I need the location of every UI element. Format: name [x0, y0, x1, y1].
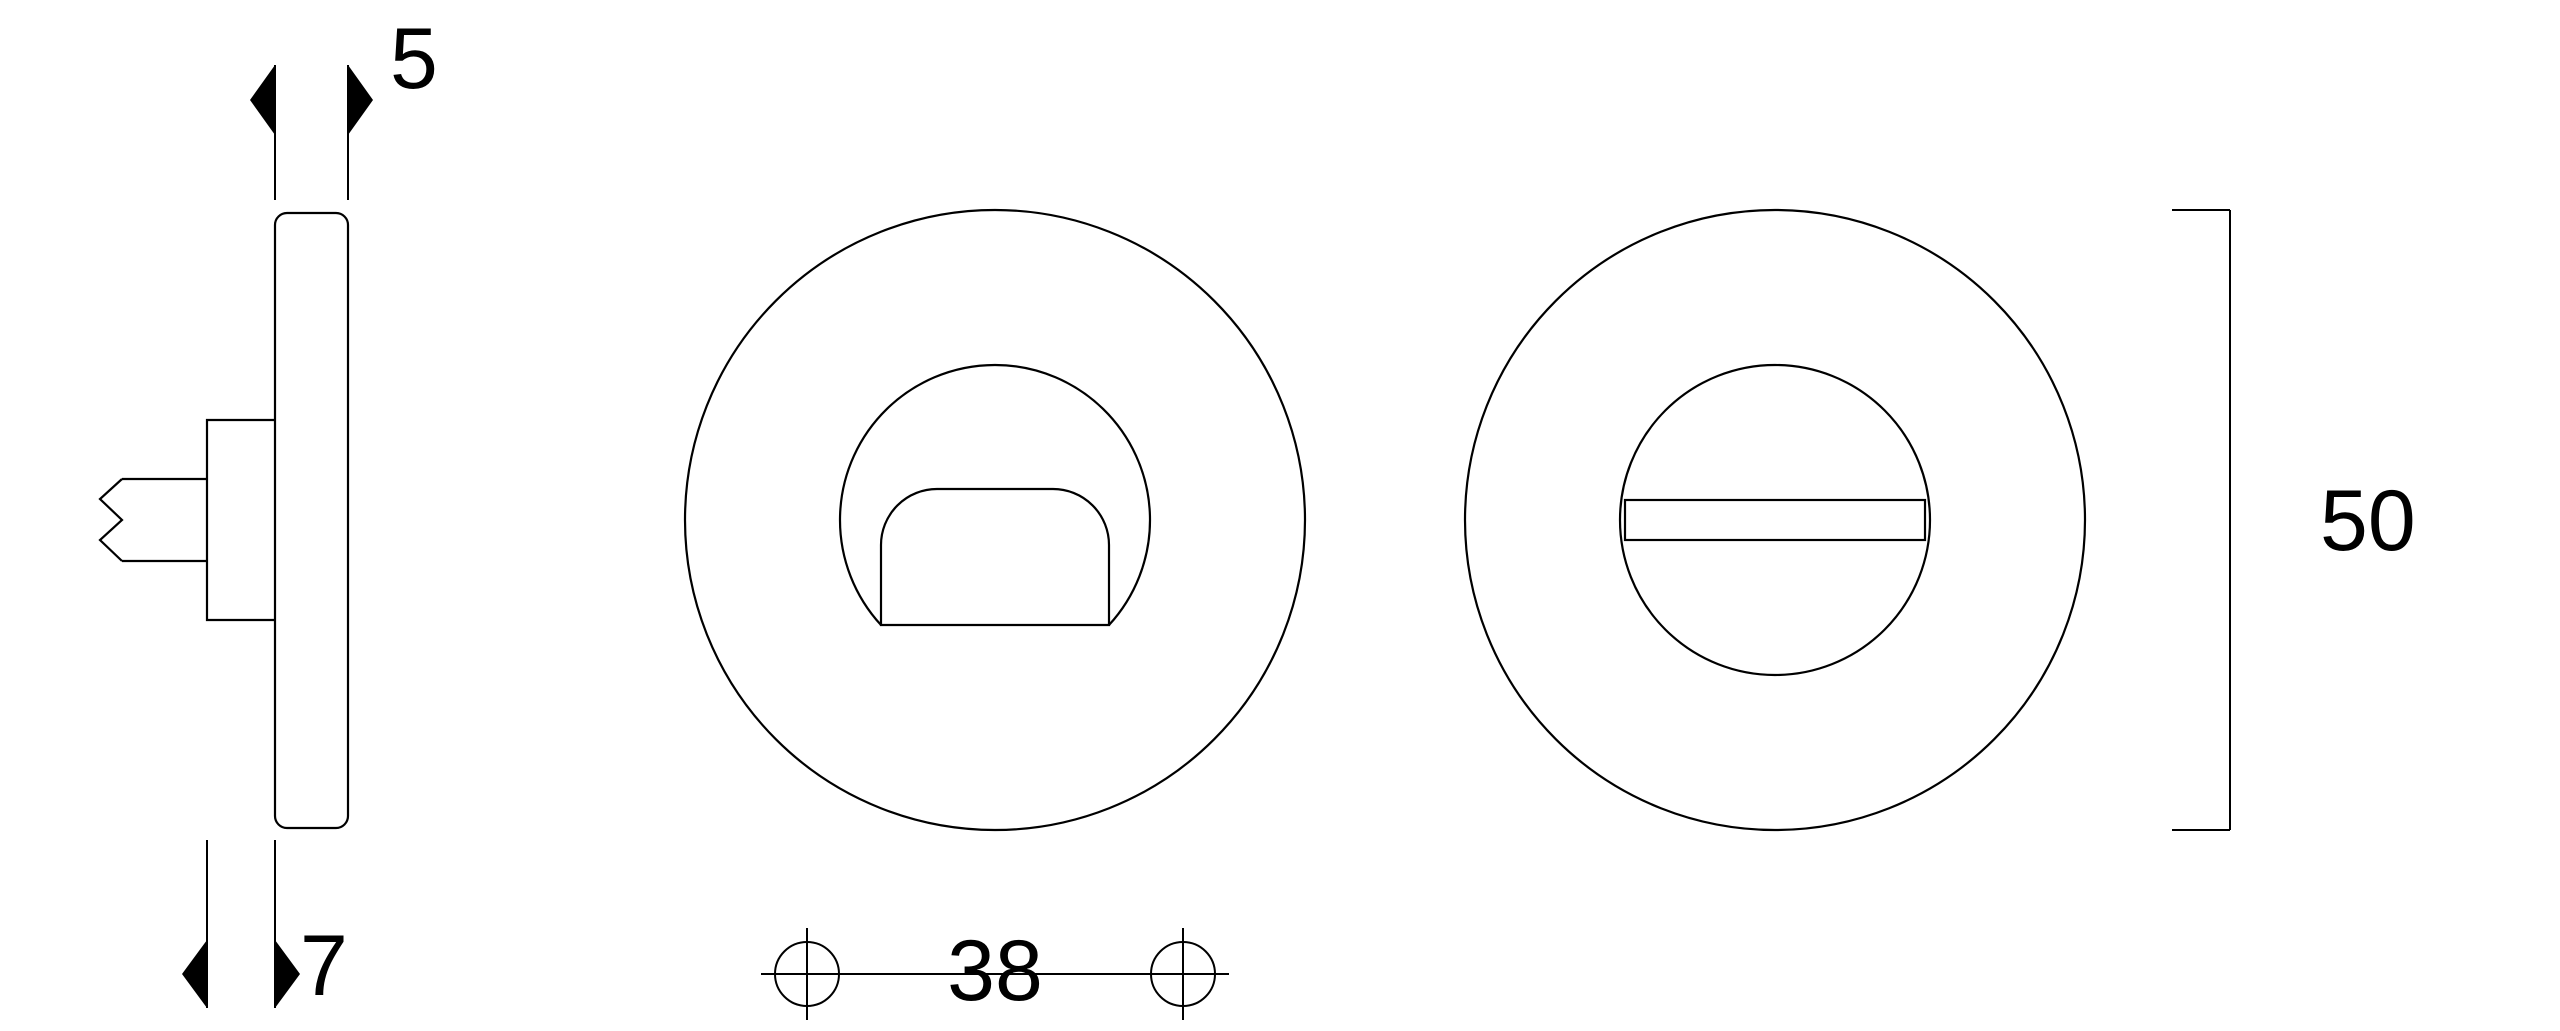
- side-plate: [275, 213, 348, 828]
- coin-slot: [1625, 500, 1925, 540]
- front-view-turn: [685, 210, 1305, 830]
- dim-height: [2172, 210, 2230, 830]
- turn-knob: [881, 489, 1109, 625]
- knob-base-circle: [840, 365, 1150, 625]
- dim-50: 50: [2320, 473, 2416, 569]
- dim-5: 5: [390, 11, 438, 107]
- break-line: [100, 479, 122, 561]
- dim-38: 38: [947, 923, 1043, 1019]
- dim-7: 7: [300, 918, 348, 1014]
- release-disc: [1620, 365, 1930, 675]
- side-knob: [207, 420, 275, 620]
- rosette-outer: [685, 210, 1305, 830]
- rosette-outer: [1465, 210, 2085, 830]
- front-view-release: [1465, 210, 2085, 830]
- side-view: [100, 65, 373, 1008]
